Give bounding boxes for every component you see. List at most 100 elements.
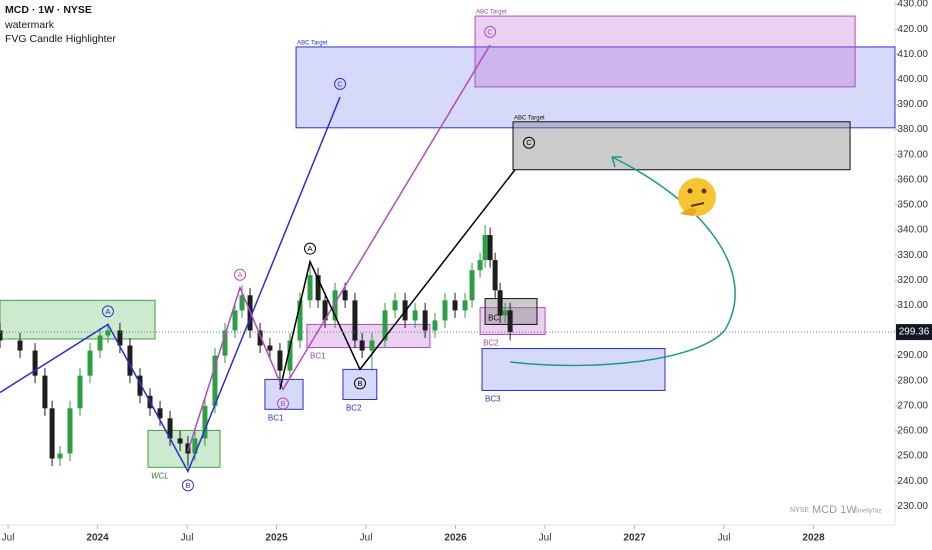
y-tick-label: 400.00 bbox=[897, 74, 928, 85]
x-tick-label: 2024 bbox=[86, 533, 109, 544]
candle-body bbox=[452, 300, 458, 311]
y-tick-label: 330.00 bbox=[897, 250, 928, 261]
pattern-point-marker bbox=[101, 305, 114, 318]
candle-body bbox=[482, 235, 488, 261]
last-price-label: 299.36 bbox=[899, 327, 930, 338]
emoji-eye bbox=[701, 188, 707, 194]
y-tick-label: 350.00 bbox=[897, 200, 928, 211]
zone-label: ABC Target bbox=[476, 10, 507, 16]
candle-body bbox=[462, 300, 468, 311]
candle-body bbox=[469, 270, 475, 301]
y-tick-label: 250.00 bbox=[897, 451, 928, 462]
x-tick-label: Jul bbox=[718, 533, 731, 544]
candle-body bbox=[277, 350, 283, 371]
candle-body bbox=[127, 345, 133, 376]
zone bbox=[481, 348, 666, 391]
candle-body bbox=[17, 340, 23, 351]
y-tick-label: 370.00 bbox=[897, 149, 928, 160]
thinking-emoji bbox=[678, 178, 716, 216]
pattern-point-label: C bbox=[337, 79, 343, 88]
zone bbox=[474, 15, 856, 88]
y-tick-label: 380.00 bbox=[897, 124, 928, 135]
y-tick-label: 320.00 bbox=[897, 275, 928, 286]
zone-label: BC2 bbox=[483, 339, 499, 348]
candle-body bbox=[0, 330, 3, 341]
pattern-point-marker bbox=[234, 268, 247, 281]
candle-body bbox=[157, 408, 163, 419]
zone-label: BC3 bbox=[485, 395, 501, 404]
zone-label: WCL bbox=[151, 471, 169, 480]
candle-body bbox=[117, 330, 123, 346]
zone-label: BC1 bbox=[268, 413, 284, 422]
pattern-point-label: A bbox=[238, 270, 243, 279]
indicator-label: FVG Candle Highlighter bbox=[5, 33, 116, 45]
y-tick-label: 390.00 bbox=[897, 99, 928, 110]
candle-body bbox=[67, 408, 73, 454]
pattern-point-marker bbox=[353, 377, 366, 390]
indicator-label: watermark bbox=[4, 19, 55, 31]
zone-label: BC bbox=[488, 314, 499, 323]
candle-body bbox=[105, 330, 111, 336]
candle-body bbox=[392, 300, 398, 311]
candle-body bbox=[369, 340, 375, 351]
candle-body bbox=[177, 438, 183, 444]
y-tick-label: 340.00 bbox=[897, 225, 928, 236]
y-tick-label: 230.00 bbox=[897, 501, 928, 512]
pattern-point-marker bbox=[484, 25, 497, 38]
candle-body bbox=[487, 235, 493, 261]
x-tick-label: Jul bbox=[2, 533, 15, 544]
pattern-line bbox=[187, 44, 491, 452]
pattern-point-marker bbox=[522, 136, 535, 149]
candle-body bbox=[492, 260, 498, 291]
emoji-eye bbox=[687, 188, 693, 194]
candle-body bbox=[422, 310, 428, 331]
candle-body bbox=[442, 300, 448, 321]
candle-body bbox=[432, 320, 438, 331]
candle-body bbox=[77, 375, 83, 409]
candle-body bbox=[477, 260, 483, 271]
watermark-exchange: NYSE bbox=[790, 507, 809, 514]
candle-body bbox=[502, 310, 508, 316]
candle-body bbox=[267, 345, 273, 351]
candle-body bbox=[297, 300, 303, 341]
candle-body bbox=[307, 275, 313, 301]
candle-body bbox=[359, 340, 365, 351]
candle-body bbox=[322, 300, 328, 321]
emoji-face bbox=[678, 178, 716, 216]
pattern-point-marker bbox=[181, 479, 194, 492]
arrow-head bbox=[611, 156, 622, 168]
candle-body bbox=[352, 300, 358, 341]
candle-body bbox=[287, 340, 293, 371]
pattern-line bbox=[0, 96, 341, 474]
candle-body bbox=[192, 438, 198, 454]
candle-body bbox=[497, 290, 503, 316]
x-tick-label: 2028 bbox=[802, 533, 825, 544]
zone bbox=[342, 368, 378, 401]
candle-body bbox=[212, 355, 218, 406]
y-tick-label: 430.00 bbox=[897, 0, 928, 10]
candle-body bbox=[257, 330, 263, 346]
pattern-point-label: B bbox=[357, 379, 362, 388]
y-tick-label: 260.00 bbox=[897, 426, 928, 437]
zone bbox=[0, 299, 156, 340]
candle-body bbox=[87, 350, 93, 376]
zone-label: BC2 bbox=[346, 404, 362, 413]
pattern-point-label: C bbox=[487, 27, 493, 36]
candle-body bbox=[137, 375, 143, 396]
candle-body bbox=[49, 408, 55, 459]
x-tick-label: Jul bbox=[360, 533, 373, 544]
candle-body bbox=[32, 350, 38, 376]
emoji-hand bbox=[680, 208, 697, 216]
y-tick-label: 310.00 bbox=[897, 300, 928, 311]
pattern-point-label: A bbox=[308, 244, 313, 253]
zone bbox=[147, 429, 221, 468]
candle-body bbox=[57, 453, 63, 459]
y-tick-label: 290.00 bbox=[897, 350, 928, 361]
watermark-symbol: MCD 1W bbox=[812, 504, 857, 516]
candle-body bbox=[202, 405, 208, 439]
candle-body bbox=[167, 418, 173, 439]
